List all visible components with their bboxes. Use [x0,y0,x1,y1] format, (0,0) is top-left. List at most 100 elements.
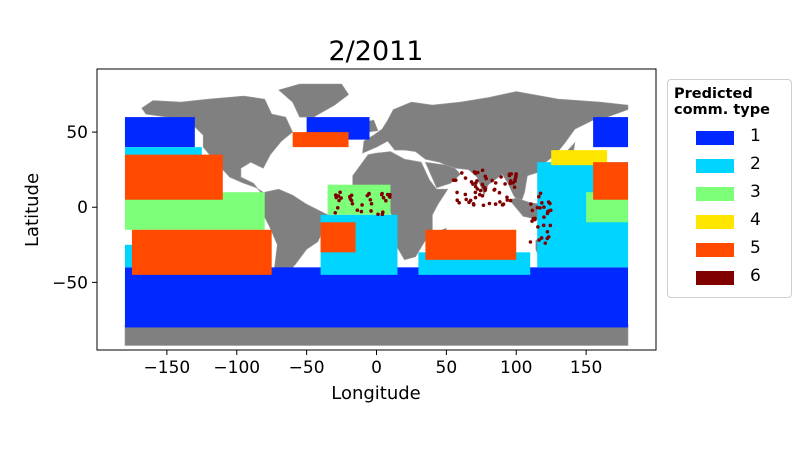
y-axis-label: Latitude [22,173,43,247]
class6-point [505,195,509,200]
class6-point [451,178,456,183]
class6-point [384,198,388,203]
class6-point [492,187,497,192]
class6-point [469,180,474,184]
ocean-class-layer [124,117,629,328]
legend-label-5: 5 [750,238,761,258]
class6-point [487,201,492,206]
class6-point [499,175,503,179]
class6-point [545,229,550,234]
class6-point [508,198,513,203]
class6-point [369,209,373,213]
legend-label-6: 6 [750,266,761,286]
class6-point [493,202,498,206]
class6-point [546,200,551,204]
class6-point [529,202,533,206]
class6-point [480,182,485,187]
legend-title: Predicted comm. type [674,86,770,118]
legend-swatch-2 [696,159,734,173]
legend-item-2: 2 [696,154,790,178]
class6-point [339,196,343,200]
class6-point [537,238,541,242]
class6-point [497,190,502,195]
class6-point [537,194,541,199]
legend-swatch-5 [696,243,734,257]
x-tick-label: 150 [570,358,602,378]
class6-point [482,185,486,189]
class6-point [473,181,478,185]
region-class-1 [124,267,629,328]
class6-point [455,190,459,195]
class6-point [455,198,460,202]
legend-label-3: 3 [750,182,761,202]
class6-point [541,223,546,228]
legend-swatch-4 [696,215,734,229]
class6-point [337,198,341,203]
class6-point [512,185,517,189]
class6-point [333,210,338,215]
class6-point [478,188,483,193]
legend-item-1: 1 [696,126,790,150]
class6-point [509,172,514,176]
land-mass [262,188,328,291]
legend: Predicted comm. type 1 2 3 4 5 6 [667,79,792,298]
class6-point [347,194,352,199]
class6-point [473,190,478,195]
legend-label-4: 4 [750,210,761,230]
class6-point [528,240,533,244]
class6-point [477,192,482,197]
region-class-5 [320,222,356,253]
class6-point [369,201,374,206]
legend-label-2: 2 [750,154,761,174]
class6-point [539,236,544,240]
x-axis-ticks: −150 −100 −50 0 50 100 150 [144,350,602,378]
class6-point [548,223,553,228]
y-tick-label: −50 [52,273,88,293]
class6-point [355,208,360,213]
legend-item-4: 4 [696,210,790,234]
class6-point [548,208,553,213]
class6-point [514,173,518,178]
legend-item-5: 5 [696,238,790,262]
x-tick-label: 50 [436,358,458,378]
class6-point [338,190,342,195]
class6-point [463,192,468,197]
class6-point [473,195,478,200]
class6-point [380,212,385,217]
plot-area [96,68,657,351]
x-tick-label: 100 [500,358,532,378]
class6-point [511,181,515,185]
chart-title: 2/2011 [329,36,424,67]
class6-point [508,181,513,186]
y-axis-ticks: −50 0 50 [52,123,97,293]
class6-point [530,208,535,213]
class6-point [480,168,485,173]
class6-point [533,217,537,222]
class6-point [483,174,488,179]
region-class-5 [124,154,223,200]
legend-swatch-6 [696,271,734,285]
class6-point [381,195,386,200]
class6-point [475,187,480,191]
region-class-4 [551,150,608,166]
class6-point [505,198,510,202]
legend-swatch-1 [696,131,734,145]
class6-point [367,191,371,196]
class6-point [387,195,392,199]
class6-point [376,212,380,217]
class6-point [501,202,506,206]
class6-point [538,191,543,196]
class6-point [464,197,468,202]
legend-item-6: 6 [696,266,790,290]
class6-point [379,192,384,197]
class6-point [483,188,488,192]
class6-point [543,241,548,245]
class6-point [536,225,540,229]
region-class-5 [425,229,517,260]
x-axis-label: Longitude [331,383,421,404]
y-tick-label: 0 [77,198,88,218]
class6-point [540,201,544,205]
region-class-5 [131,229,272,275]
region-class-1 [593,117,629,148]
